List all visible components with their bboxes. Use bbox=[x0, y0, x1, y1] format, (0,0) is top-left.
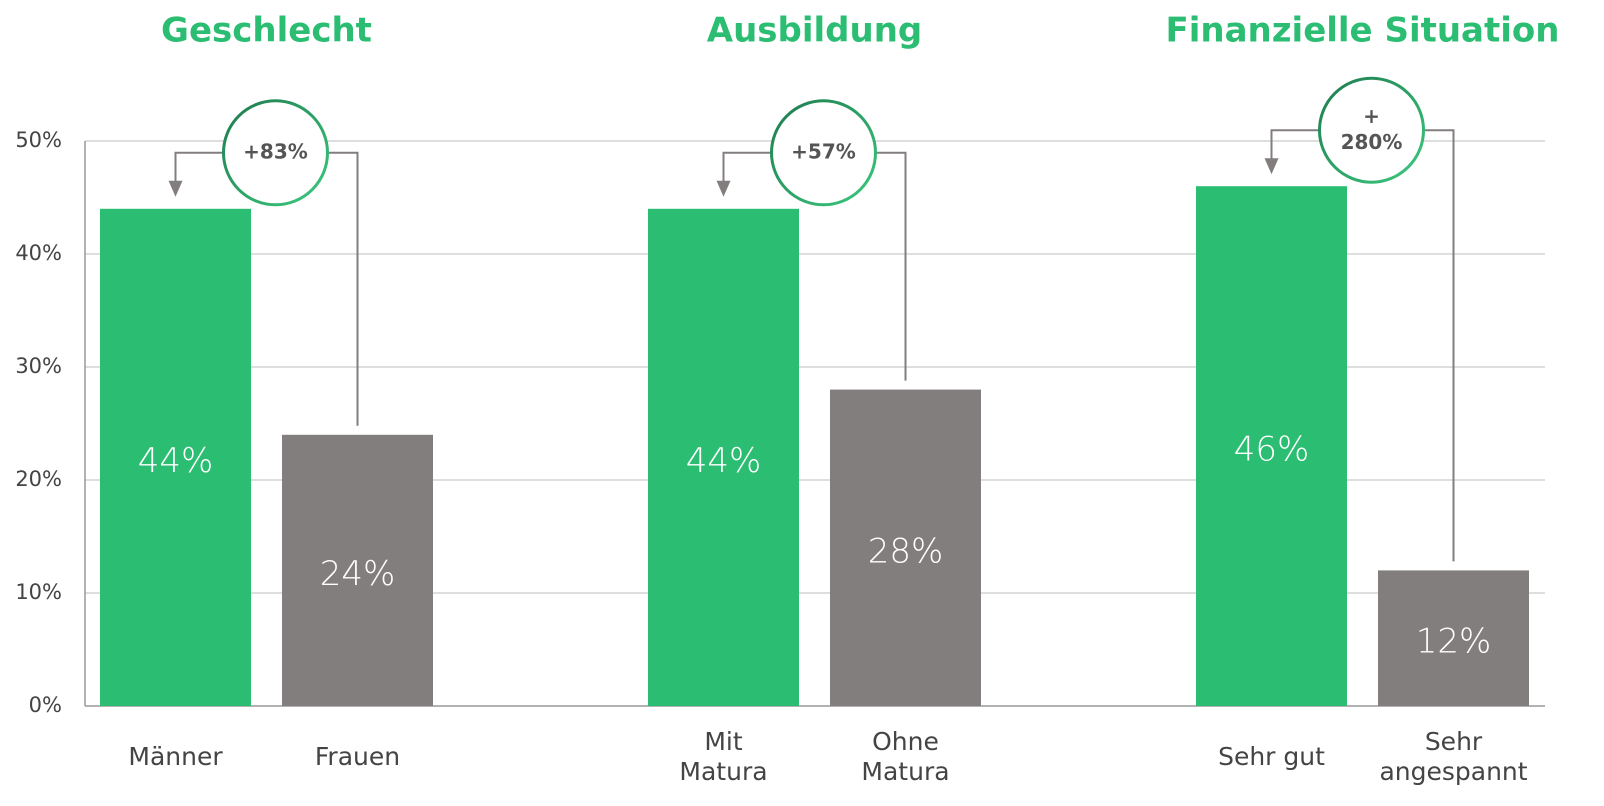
bar bbox=[648, 208, 799, 707]
change-label: +57% bbox=[791, 139, 856, 163]
change-badge bbox=[1318, 76, 1425, 184]
bar bbox=[1196, 186, 1347, 706]
x-tick-label: Ohne Matura bbox=[861, 727, 949, 786]
y-tick-label: 30% bbox=[15, 354, 62, 378]
x-tick-label: Sehr gut bbox=[1218, 742, 1325, 771]
value-label: 24% bbox=[320, 554, 396, 594]
change-badge bbox=[770, 99, 877, 207]
connector bbox=[327, 151, 359, 426]
change-label: +83% bbox=[243, 139, 308, 163]
y-tick-label: 40% bbox=[15, 241, 62, 265]
group-title: Ausbildung bbox=[707, 11, 923, 51]
connector bbox=[1423, 129, 1455, 562]
value-label: 44% bbox=[138, 441, 214, 481]
value-label: 44% bbox=[686, 441, 762, 481]
bar bbox=[1378, 570, 1529, 706]
group-title: Finanzielle Situation bbox=[1166, 11, 1560, 51]
y-tick-label: 20% bbox=[15, 467, 62, 491]
x-tick-label: Frauen bbox=[315, 742, 400, 771]
arrow-head bbox=[1264, 158, 1279, 175]
x-tick-label: Männer bbox=[128, 742, 223, 771]
connector bbox=[722, 151, 772, 183]
bar bbox=[830, 389, 981, 706]
group-title: Geschlecht bbox=[161, 11, 372, 51]
arrow-head bbox=[716, 180, 731, 197]
change-badge bbox=[222, 99, 329, 207]
value-label: 12% bbox=[1416, 622, 1492, 662]
y-tick-label: 50% bbox=[15, 128, 62, 152]
bar bbox=[100, 208, 251, 707]
arrow-head bbox=[168, 180, 183, 197]
x-tick-label: Mit Matura bbox=[679, 727, 767, 786]
y-tick-label: 10% bbox=[15, 580, 62, 604]
x-tick-label: Sehr angespannt bbox=[1379, 727, 1527, 786]
bar bbox=[282, 434, 433, 706]
y-tick-label: 0% bbox=[29, 693, 62, 717]
connector bbox=[875, 151, 907, 381]
value-label: 46% bbox=[1234, 430, 1310, 470]
value-label: 28% bbox=[868, 531, 944, 571]
change-label: +280% bbox=[1341, 104, 1403, 154]
connector bbox=[1270, 129, 1320, 161]
connector bbox=[174, 151, 224, 183]
